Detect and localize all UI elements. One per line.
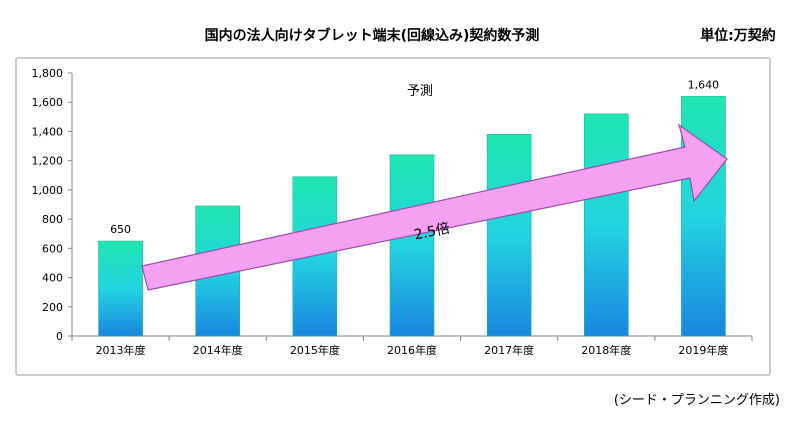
x-tick-label: 2014年度 xyxy=(193,343,243,357)
bar-2018年度 xyxy=(583,113,629,337)
x-tick-label: 2019年度 xyxy=(678,343,728,357)
y-tick-label: 1,200 xyxy=(32,155,64,168)
y-tick-label: 400 xyxy=(42,272,63,285)
growth-arrow xyxy=(141,123,728,291)
source-note: (シード・プランニング作成) xyxy=(614,393,780,408)
y-tick-label: 0 xyxy=(56,330,63,343)
y-tick-label: 1,600 xyxy=(32,96,64,109)
x-tick-label: 2016年度 xyxy=(387,343,437,357)
x-tick-label: 2013年度 xyxy=(96,343,146,357)
y-tick-label: 800 xyxy=(42,213,63,226)
x-tick-label: 2018年度 xyxy=(581,343,631,357)
y-tick-label: 200 xyxy=(42,301,63,314)
bar-2013年度 xyxy=(98,240,143,337)
growth-label: 2.5倍 xyxy=(413,220,452,243)
data-label: 1,640 xyxy=(688,78,720,91)
forecast-label: 予測 xyxy=(407,84,433,99)
y-tick-label: 1,800 xyxy=(32,67,64,80)
x-tick-label: 2015年度 xyxy=(290,343,340,357)
unit-label: 単位:万契約 xyxy=(700,27,776,44)
y-tick-label: 600 xyxy=(42,242,63,255)
chart-title: 国内の法人向けタブレット端末(回線込み)契約数予測 xyxy=(205,27,540,44)
bar-2017年度 xyxy=(486,134,532,337)
y-tick-label: 1,000 xyxy=(32,184,64,197)
y-tick-label: 1,400 xyxy=(32,125,64,138)
bar-2016年度 xyxy=(389,154,435,337)
data-label: 650 xyxy=(110,223,131,236)
x-tick-label: 2017年度 xyxy=(484,343,534,357)
